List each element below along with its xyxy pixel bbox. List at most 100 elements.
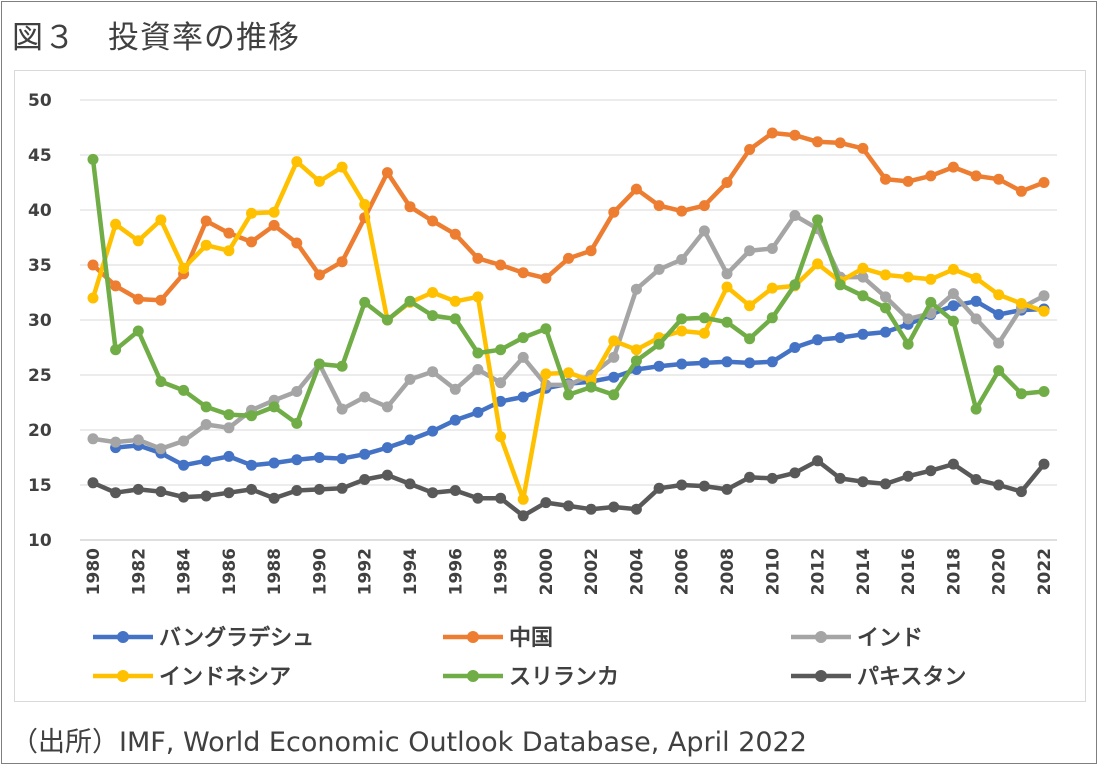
data-point xyxy=(540,368,552,380)
data-point xyxy=(880,173,891,185)
data-point xyxy=(449,485,461,496)
series-4 xyxy=(87,153,1050,429)
data-point xyxy=(359,474,371,485)
data-point xyxy=(721,268,733,280)
data-point xyxy=(178,435,190,447)
data-point xyxy=(427,487,439,499)
data-point xyxy=(155,443,167,455)
data-point xyxy=(563,367,574,379)
data-point xyxy=(608,501,620,513)
data-point xyxy=(336,161,348,173)
data-point xyxy=(246,459,257,471)
data-point xyxy=(1038,305,1050,317)
data-point xyxy=(132,293,144,305)
data-point xyxy=(834,137,846,149)
legend-label: インドネシア xyxy=(159,665,291,690)
data-point xyxy=(87,259,99,271)
legend-label: スリランカ xyxy=(509,665,619,690)
data-point xyxy=(744,144,756,155)
data-point xyxy=(246,483,257,495)
x-tick-label: 1986 xyxy=(220,548,240,595)
data-point xyxy=(563,500,574,512)
data-point xyxy=(449,228,461,240)
data-point xyxy=(925,465,937,477)
data-point xyxy=(110,218,122,230)
data-point xyxy=(857,328,869,340)
data-point xyxy=(291,237,303,249)
data-point xyxy=(721,483,733,495)
data-point xyxy=(381,401,393,413)
x-tick-label: 2022 xyxy=(1035,548,1055,595)
data-point xyxy=(495,344,507,356)
data-point xyxy=(336,360,348,372)
x-tick-label: 2018 xyxy=(944,548,964,595)
y-tick-label: 35 xyxy=(28,256,52,276)
data-point xyxy=(563,389,574,401)
data-point xyxy=(947,300,959,312)
data-point xyxy=(698,357,710,369)
data-point xyxy=(223,409,235,421)
data-point xyxy=(585,381,597,393)
data-point xyxy=(698,225,710,237)
data-point xyxy=(427,310,439,322)
x-tick-label: 1988 xyxy=(265,548,285,595)
data-point xyxy=(812,214,824,226)
data-point xyxy=(540,497,552,509)
data-point xyxy=(970,403,982,415)
data-point xyxy=(404,434,416,446)
data-point xyxy=(653,338,665,350)
data-point xyxy=(359,199,371,210)
data-point xyxy=(993,479,1005,491)
data-point xyxy=(178,491,190,503)
data-point xyxy=(789,467,801,479)
data-point xyxy=(766,127,778,139)
data-point xyxy=(630,503,642,515)
data-point xyxy=(404,478,416,490)
data-point xyxy=(608,335,620,347)
data-point xyxy=(313,483,325,495)
data-point xyxy=(449,313,461,325)
data-point xyxy=(947,288,959,300)
line-chart: 10 15 20 25 30 35 40 45 50 1980 1982 1984 1986 1988 19… xyxy=(28,91,1057,690)
data-point xyxy=(812,455,824,467)
data-point xyxy=(789,279,801,291)
data-point xyxy=(789,210,801,221)
data-point xyxy=(789,129,801,141)
data-point xyxy=(291,156,303,168)
data-point xyxy=(1038,458,1050,470)
data-point xyxy=(223,227,235,239)
data-point xyxy=(721,316,733,328)
data-point xyxy=(608,371,620,383)
series-1 xyxy=(87,127,1050,306)
legend-label: パキスタン xyxy=(857,665,966,690)
data-point xyxy=(268,206,280,218)
data-point xyxy=(200,455,212,467)
data-point xyxy=(495,492,507,504)
data-point xyxy=(676,325,688,337)
series-5 xyxy=(87,455,1050,522)
data-point xyxy=(1015,388,1027,400)
data-point xyxy=(359,391,371,403)
data-point xyxy=(653,200,665,212)
data-point xyxy=(857,290,869,302)
chart-panel: 10 15 20 25 30 35 40 45 50 1980 1982 1984 1986 1988 19… xyxy=(14,70,1086,702)
data-point xyxy=(110,344,122,356)
data-point xyxy=(698,312,710,324)
x-tick-label: 1998 xyxy=(492,548,512,595)
data-point xyxy=(880,269,891,281)
data-point xyxy=(268,219,280,231)
data-point xyxy=(608,389,620,401)
data-point xyxy=(223,450,235,462)
data-point xyxy=(472,364,484,375)
legend-item: スリランカ xyxy=(443,665,619,690)
data-point xyxy=(902,175,914,187)
data-point xyxy=(449,383,461,395)
data-point xyxy=(200,401,212,413)
data-point xyxy=(970,313,982,325)
data-point xyxy=(970,295,982,307)
data-point xyxy=(495,377,507,389)
data-point xyxy=(970,474,982,485)
data-point xyxy=(313,175,325,187)
data-point xyxy=(178,459,190,471)
